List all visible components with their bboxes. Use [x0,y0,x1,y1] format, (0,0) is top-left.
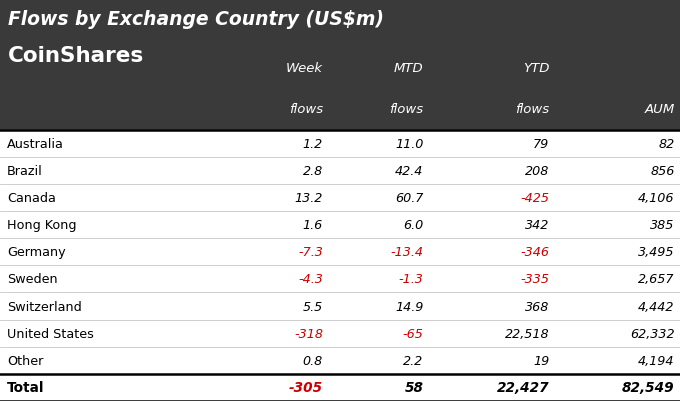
Text: flows: flows [390,102,424,115]
Text: 60.7: 60.7 [395,192,424,205]
Text: 208: 208 [525,164,549,177]
Text: -305: -305 [289,381,323,395]
Text: Brazil: Brazil [7,164,43,177]
Text: 22,427: 22,427 [497,381,549,395]
Text: 13.2: 13.2 [294,192,323,205]
Text: 385: 385 [650,219,675,231]
Text: AUM: AUM [645,102,675,115]
Text: 1.2: 1.2 [303,138,323,150]
Text: Total: Total [7,381,44,395]
Text: 58: 58 [405,381,424,395]
Text: CoinShares: CoinShares [8,46,144,66]
Text: 2.8: 2.8 [303,164,323,177]
Text: United States: United States [7,327,94,340]
Text: Australia: Australia [7,138,64,150]
Text: 11.0: 11.0 [395,138,424,150]
Text: 14.9: 14.9 [395,300,424,313]
Text: 62,332: 62,332 [630,327,675,340]
Text: Switzerland: Switzerland [7,300,82,313]
Text: 0.8: 0.8 [303,354,323,367]
Text: 42.4: 42.4 [395,164,424,177]
Text: 82,549: 82,549 [622,381,675,395]
Text: -4.3: -4.3 [298,273,323,286]
Text: Hong Kong: Hong Kong [7,219,76,231]
Text: 19: 19 [533,354,549,367]
Text: Germany: Germany [7,246,65,259]
Text: -7.3: -7.3 [298,246,323,259]
Text: 368: 368 [525,300,549,313]
Text: 82: 82 [658,138,675,150]
Text: 5.5: 5.5 [303,300,323,313]
Text: -1.3: -1.3 [398,273,424,286]
Text: MTD: MTD [394,62,424,75]
Text: Week: Week [286,62,323,75]
Text: -65: -65 [403,327,424,340]
Text: Other: Other [7,354,43,367]
Bar [0,130,680,401]
Text: -346: -346 [520,246,549,259]
Text: Flows by Exchange Country (US$m): Flows by Exchange Country (US$m) [8,10,384,29]
Text: 342: 342 [525,219,549,231]
Text: Canada: Canada [7,192,56,205]
Text: -13.4: -13.4 [390,246,424,259]
Text: 1.6: 1.6 [303,219,323,231]
Text: 22,518: 22,518 [505,327,549,340]
Text: 2,657: 2,657 [638,273,675,286]
Text: 4,442: 4,442 [638,300,675,313]
Text: 2.2: 2.2 [403,354,424,367]
Text: 4,106: 4,106 [638,192,675,205]
Text: Sweden: Sweden [7,273,57,286]
Text: 3,495: 3,495 [638,246,675,259]
Text: 79: 79 [533,138,549,150]
Text: flows: flows [515,102,549,115]
Text: 856: 856 [650,164,675,177]
Text: 6.0: 6.0 [403,219,424,231]
Text: YTD: YTD [523,62,549,75]
Text: 4,194: 4,194 [638,354,675,367]
Text: -425: -425 [520,192,549,205]
Text: flows: flows [289,102,323,115]
Text: -318: -318 [294,327,323,340]
Text: -335: -335 [520,273,549,286]
